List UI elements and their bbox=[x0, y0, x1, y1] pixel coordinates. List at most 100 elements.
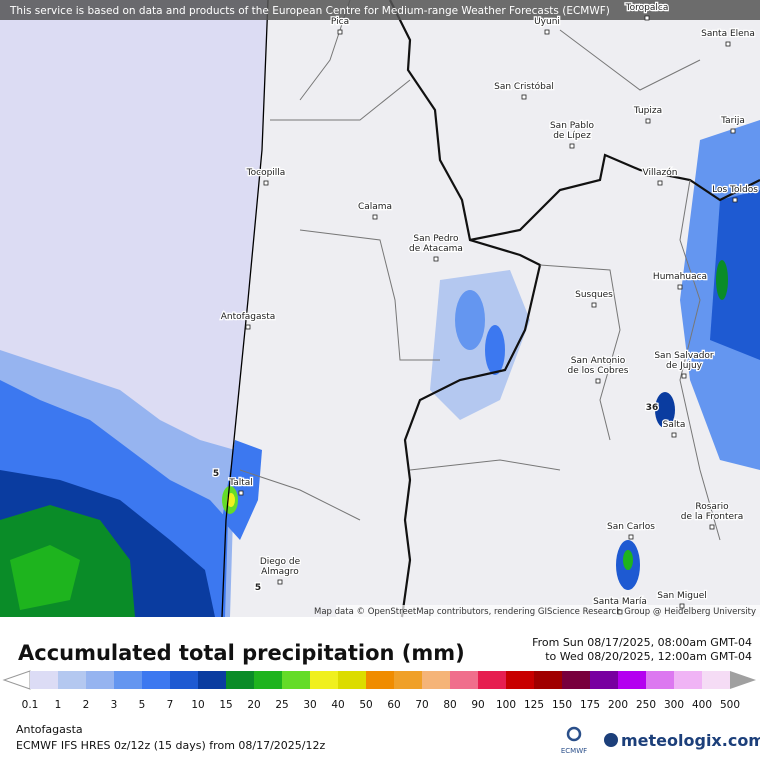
colorbar-tick: 2 bbox=[83, 699, 90, 711]
coast-border bbox=[221, 0, 269, 618]
border-bolivia bbox=[469, 153, 760, 242]
place-dot bbox=[732, 197, 738, 203]
annotation: 5 bbox=[213, 469, 219, 479]
colorbar-segment bbox=[170, 671, 198, 689]
colorbar-segment bbox=[534, 671, 562, 689]
colorbar-over bbox=[730, 671, 756, 689]
ecmwf-logo: ECMWF bbox=[561, 747, 587, 755]
colorbar-segment bbox=[422, 671, 450, 689]
legend-title: Accumulated total precipitation (mm) bbox=[18, 641, 465, 665]
place-dot bbox=[730, 128, 736, 134]
place-dot bbox=[569, 143, 575, 149]
banner: This service is based on data and produc… bbox=[9, 5, 610, 17]
colorbar-tick: 15 bbox=[219, 699, 232, 711]
rain-puna2 bbox=[455, 290, 485, 350]
place-dot bbox=[238, 490, 244, 496]
place-label: de Lípez bbox=[553, 131, 591, 141]
colorbar-tick: 300 bbox=[664, 699, 684, 711]
colorbar-segment bbox=[58, 671, 86, 689]
colorbar-segment bbox=[30, 671, 58, 689]
place-dot bbox=[628, 534, 634, 540]
rain-green2 bbox=[10, 545, 80, 610]
colorbar-tick: 200 bbox=[608, 699, 628, 711]
place-label: San Pablo bbox=[550, 121, 595, 131]
place-label: Uyuni bbox=[534, 17, 560, 27]
place-dot bbox=[725, 41, 731, 47]
place-dot bbox=[617, 609, 623, 615]
colorbar-segment bbox=[394, 671, 422, 689]
colorbar-tick: 80 bbox=[443, 699, 456, 711]
colorbar-segment bbox=[226, 671, 254, 689]
place-label: San Carlos bbox=[607, 522, 655, 532]
place-label: de Atacama bbox=[409, 244, 463, 254]
place-label: Tupiza bbox=[633, 106, 662, 116]
place-label: Santa María bbox=[593, 597, 647, 607]
place-dot bbox=[671, 432, 677, 438]
place-dot bbox=[245, 324, 251, 330]
rain-east2 bbox=[710, 190, 760, 360]
colorbar-segment bbox=[590, 671, 618, 689]
place-label: Toropalca bbox=[625, 3, 669, 13]
admin-borders bbox=[239, 0, 721, 541]
colorbar-segment bbox=[310, 671, 338, 689]
place-label: Diego de bbox=[260, 557, 301, 567]
place-dot bbox=[433, 256, 439, 262]
colorbar-tick: 5 bbox=[139, 699, 146, 711]
border-chile bbox=[389, 0, 542, 618]
annotation: 5 bbox=[255, 583, 261, 593]
colorbar-segment bbox=[282, 671, 310, 689]
annotation: 36 bbox=[646, 403, 659, 413]
place-label: San Antonio bbox=[571, 356, 626, 366]
place-dot bbox=[372, 214, 378, 220]
place-dot bbox=[521, 94, 527, 100]
colorbar-tick: 60 bbox=[387, 699, 400, 711]
colorbar-segment bbox=[702, 671, 730, 689]
place-label: Pica bbox=[331, 17, 349, 27]
place-label: Taltal bbox=[228, 478, 253, 488]
colorbar-segment bbox=[506, 671, 534, 689]
colorbar-tick: 125 bbox=[524, 699, 544, 711]
place-dot bbox=[595, 378, 601, 384]
colorbar-tick: 400 bbox=[692, 699, 712, 711]
place-dot bbox=[644, 15, 650, 21]
colorbar-segment bbox=[562, 671, 590, 689]
colorbar-tick: 90 bbox=[471, 699, 484, 711]
attribution: Map data © OpenStreetMap contributors, r… bbox=[314, 607, 756, 617]
period-to: to Wed 08/20/2025, 12:00am GMT-04 bbox=[545, 650, 752, 663]
colorbar-tick: 70 bbox=[415, 699, 428, 711]
colorbar-segment bbox=[338, 671, 366, 689]
colorbar-tick: 10 bbox=[191, 699, 204, 711]
colorbar-segment bbox=[646, 671, 674, 689]
place-label: Almagro bbox=[261, 567, 299, 577]
place-dot bbox=[645, 118, 651, 124]
place-dot bbox=[544, 29, 550, 35]
rain-east3 bbox=[716, 260, 728, 300]
place-label: Salta bbox=[663, 420, 686, 430]
colorbar-tick: 40 bbox=[331, 699, 344, 711]
colorbar-under bbox=[2, 670, 31, 690]
place-label: Humahuaca bbox=[653, 272, 707, 282]
colorbar-segment bbox=[114, 671, 142, 689]
colorbar-segment bbox=[142, 671, 170, 689]
colorbar-tick: 150 bbox=[552, 699, 572, 711]
place-label: San Miguel bbox=[657, 591, 707, 601]
place-label: Antofagasta bbox=[221, 312, 276, 322]
brand: meteologix.com bbox=[621, 731, 760, 750]
map bbox=[0, 0, 760, 618]
colorbar-tick: 0.1 bbox=[22, 699, 39, 711]
rain-salta bbox=[655, 392, 675, 428]
ecmwf-icon bbox=[566, 726, 582, 742]
place-label: Tocopilla bbox=[246, 168, 286, 178]
place-label: Susques bbox=[575, 290, 613, 300]
place-label: Los Toldos bbox=[712, 185, 758, 195]
colorbar-tick: 3 bbox=[111, 699, 118, 711]
period-from: From Sun 08/17/2025, 08:00am GMT-04 bbox=[532, 636, 752, 649]
location: Antofagasta bbox=[16, 723, 83, 736]
banner-bg bbox=[0, 0, 760, 20]
colorbar-tick: 50 bbox=[359, 699, 372, 711]
colorbar-tick: 100 bbox=[496, 699, 516, 711]
place-label: de la Frontera bbox=[681, 512, 744, 522]
attribution-bg bbox=[336, 605, 760, 617]
